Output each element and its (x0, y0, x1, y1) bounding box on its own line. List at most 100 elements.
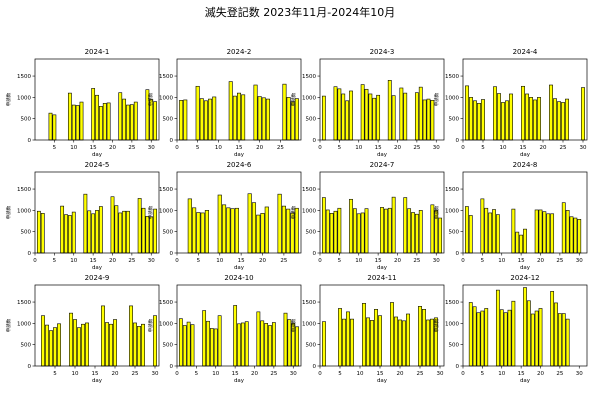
bar (133, 101, 138, 141)
figure-title: 滅失登記数 2023年11月-2024年10月 (205, 5, 395, 19)
bar (557, 313, 562, 367)
y-tick-label: 0 (456, 251, 460, 257)
y-tick-label: 500 (163, 117, 174, 123)
bar (484, 308, 489, 367)
bar (325, 209, 330, 254)
bar (91, 213, 96, 254)
y-tick-label: 0 (170, 138, 174, 144)
y-axis-label: 申請数 (290, 205, 297, 219)
bar-group (187, 193, 299, 254)
x-tick-label: 10 (212, 371, 219, 377)
y-tick-label: 0 (313, 138, 317, 144)
bar (426, 319, 430, 367)
bar (376, 94, 381, 141)
x-tick-label: 5 (196, 145, 200, 151)
x-tick-label: 20 (112, 371, 119, 377)
bar (538, 308, 543, 367)
bar (538, 209, 543, 254)
bar (77, 327, 81, 367)
bar (546, 213, 551, 254)
bar (283, 312, 288, 367)
x-tick-label: 20 (251, 371, 258, 377)
bar (264, 323, 269, 367)
bar (403, 197, 408, 254)
x-tick-label: 5 (53, 258, 57, 264)
bar (81, 323, 85, 367)
bar (565, 210, 570, 254)
bar (569, 216, 574, 254)
bar (79, 101, 84, 141)
x-tick-label: 10 (355, 258, 362, 264)
y-tick-label: 1500 (445, 300, 459, 306)
y-tick-label: 1000 (159, 321, 173, 327)
bar (414, 213, 419, 254)
x-tick-label: 0 (318, 258, 322, 264)
x-tick-label: 25 (560, 145, 567, 151)
x-tick-label: 5 (338, 145, 342, 151)
y-tick-label: 500 (449, 117, 460, 123)
bar (492, 209, 496, 254)
bar (391, 196, 396, 254)
panel-title: 2024-12 (510, 274, 539, 282)
bar (98, 206, 103, 254)
x-axis-label: day (92, 152, 103, 158)
bar (398, 319, 402, 367)
bar (346, 311, 350, 367)
panel-2024-2: 2024-2 0 500 1000 1500 0 5 10 15 20 25 day 申請数 (147, 48, 302, 158)
y-tick-label: 500 (449, 230, 460, 236)
bar (145, 216, 150, 254)
bar (360, 212, 365, 254)
bar (465, 85, 469, 141)
y-tick-label: 0 (28, 138, 32, 144)
bar (515, 231, 520, 254)
y-axis-label: 申請数 (147, 92, 154, 106)
y-tick-label: 500 (306, 117, 317, 123)
bar (383, 208, 388, 254)
bar (67, 92, 72, 141)
x-tick-label: 20 (394, 258, 401, 264)
bar (481, 99, 485, 141)
bar (338, 308, 342, 367)
bar (426, 98, 431, 141)
y-tick-label: 0 (313, 364, 317, 370)
bar (83, 193, 88, 254)
bar (411, 212, 415, 254)
bar (49, 330, 53, 367)
bar-group (178, 305, 300, 367)
bar (464, 206, 469, 254)
x-tick-label: 20 (259, 258, 266, 264)
x-tick-label: 15 (92, 371, 99, 377)
bar (414, 92, 419, 141)
x-tick-label: 15 (518, 258, 525, 264)
bar (418, 306, 422, 367)
bar (550, 213, 555, 254)
bar (261, 97, 266, 141)
x-axis-label: day (234, 152, 245, 158)
bar (71, 211, 76, 254)
bar (226, 207, 231, 254)
bar (199, 98, 204, 141)
bar (521, 85, 525, 141)
panel-2024-9: 2024-9 0 500 1000 1500 5 10 15 20 25 30 day 申請数 (5, 274, 160, 384)
bar (233, 305, 238, 367)
bar (287, 319, 292, 367)
panel-2024-12: 2024-12 0 500 1000 1500 0 5 10 15 20 25 30 day 申請数 (433, 274, 588, 384)
bar (430, 204, 435, 254)
x-tick-label: 15 (375, 258, 382, 264)
x-tick-label: 20 (537, 371, 544, 377)
y-axis-label: 申請数 (147, 205, 154, 219)
bar (333, 86, 338, 141)
bar (40, 213, 45, 254)
bar (430, 100, 435, 141)
panel-2024-7: 2024-7 0 500 1000 1500 0 5 10 15 20 25 30 day 申請数 (290, 161, 445, 271)
bar (206, 320, 210, 367)
y-tick-label: 500 (306, 343, 317, 349)
bar (493, 86, 497, 141)
x-tick-label: 30 (148, 258, 155, 264)
bar (557, 101, 561, 141)
x-axis-label: day (520, 152, 531, 158)
bar (60, 205, 65, 254)
bar (69, 312, 73, 367)
bar (394, 316, 398, 367)
